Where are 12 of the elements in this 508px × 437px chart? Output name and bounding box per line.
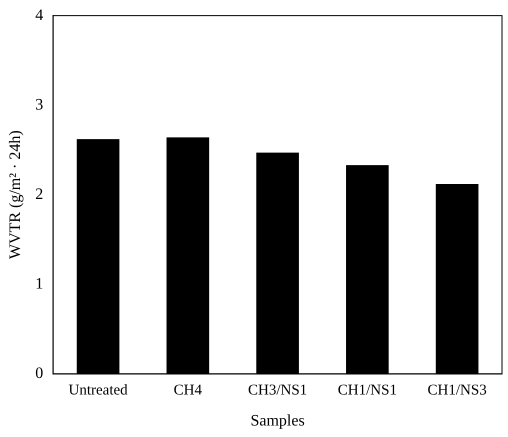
x-tick-label: CH1/NS1 xyxy=(338,382,397,399)
y-tick-label: 2 xyxy=(35,186,44,203)
x-tick-label: CH1/NS3 xyxy=(428,382,487,399)
y-tick-label: 0 xyxy=(35,365,44,382)
y-axis-title: WVTR (g/m² · 24h) xyxy=(6,130,24,260)
y-tick-label: 3 xyxy=(35,96,44,114)
x-tick-label: CH3/NS1 xyxy=(248,382,308,399)
x-tick-label: CH4 xyxy=(174,382,203,399)
y-tick-label: 1 xyxy=(35,275,44,292)
x-axis-title: Samples xyxy=(250,412,305,430)
y-tick-label: 4 xyxy=(35,6,44,24)
x-tick-label: Untreated xyxy=(68,382,128,399)
